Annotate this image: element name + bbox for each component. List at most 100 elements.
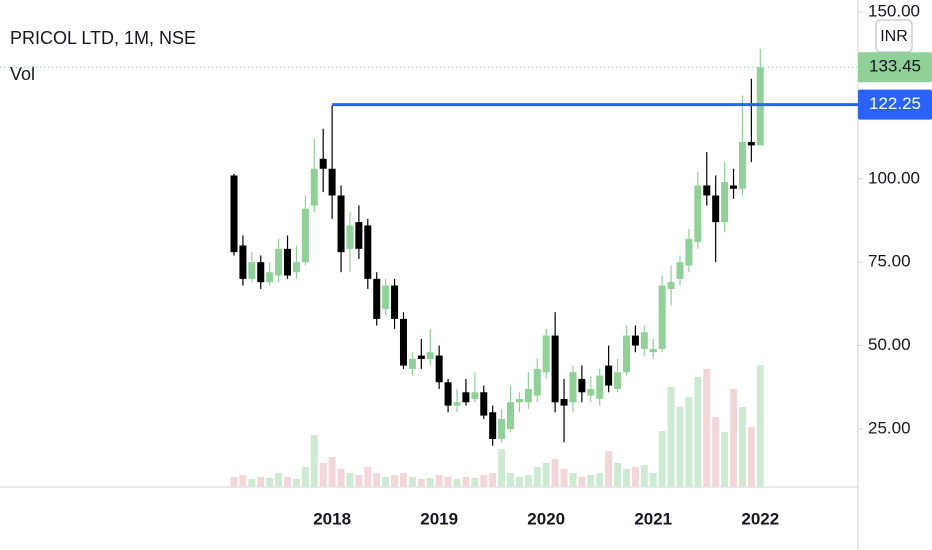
candle-body — [391, 285, 399, 319]
horizontal-line-tag — [858, 89, 932, 120]
volume-bar — [747, 427, 755, 487]
candle-body — [667, 282, 675, 289]
candle-body — [694, 185, 702, 243]
candle-body — [658, 285, 666, 349]
volume-bar — [694, 377, 702, 487]
candle-body — [542, 335, 550, 373]
volume-bar — [257, 477, 265, 487]
volume-bar — [408, 477, 416, 487]
volume-bar — [721, 432, 729, 487]
x-tick-label: 2019 — [420, 509, 458, 528]
volume-bar — [622, 469, 630, 487]
volume-bar — [667, 387, 675, 487]
volume-bar — [266, 478, 274, 487]
volume-bar — [301, 467, 309, 487]
currency-label: INR — [880, 28, 908, 45]
volume-bar — [578, 477, 586, 487]
volume-bar — [515, 477, 523, 487]
candle-body — [703, 185, 711, 196]
volume-bar — [435, 475, 443, 487]
candle-body — [382, 285, 390, 309]
y-tick-label: 75.00 — [868, 252, 911, 271]
volume-bar — [346, 473, 354, 487]
candle-body — [337, 195, 345, 253]
candle-body — [248, 262, 256, 279]
candle-body — [605, 365, 613, 386]
candle-body — [301, 208, 309, 263]
volume-bar — [239, 475, 247, 487]
volume-bar — [230, 477, 238, 487]
candle-body — [569, 372, 577, 403]
volume-bar — [275, 473, 283, 487]
candle-body — [507, 402, 515, 429]
volume-bar — [756, 365, 764, 487]
volume-bar — [337, 469, 345, 487]
candle-body — [462, 392, 470, 403]
volume-bar — [631, 467, 639, 487]
candle-body — [346, 225, 354, 249]
candle-body — [676, 262, 684, 279]
volume-bar — [560, 469, 568, 487]
volume-bar — [471, 478, 479, 487]
candle-body — [533, 368, 541, 396]
candle-body — [587, 388, 595, 396]
x-tick-label: 2021 — [634, 509, 672, 528]
y-tick-label: 50.00 — [868, 335, 911, 354]
candle-body — [471, 392, 479, 399]
candle-body — [417, 355, 425, 359]
volume-bar — [658, 431, 666, 487]
volume-bar — [328, 457, 336, 487]
volume-bar — [364, 467, 372, 487]
candle-body — [239, 245, 247, 279]
volume-bar — [605, 451, 613, 487]
last-price-tag — [858, 52, 932, 83]
candle-body — [266, 272, 274, 283]
volume-label: Vol — [10, 64, 35, 84]
volume-bar — [730, 389, 738, 487]
volume-bar — [417, 479, 425, 487]
x-tick-label: 2020 — [527, 509, 565, 528]
volume-bar — [462, 477, 470, 487]
volume-bar — [399, 473, 407, 487]
candle-body — [399, 318, 407, 366]
chart-title: PRICOL LTD, 1M, NSE — [10, 28, 196, 48]
candle-body — [453, 402, 461, 406]
last-price-label: 133.45 — [869, 57, 921, 76]
y-tick-label: 150.00 — [868, 1, 920, 20]
candle-body — [355, 222, 363, 249]
candle-body — [640, 332, 648, 349]
volume-bar — [569, 473, 577, 487]
candle-body — [310, 168, 318, 206]
candle-body — [738, 142, 746, 189]
volume-bar — [382, 477, 390, 487]
candle-body — [319, 158, 327, 169]
candle-body — [712, 195, 720, 223]
x-tick-label: 2018 — [313, 509, 351, 528]
volume-bar — [640, 465, 648, 487]
candle-body — [292, 262, 300, 273]
volume-bar — [355, 475, 363, 487]
volume-bar — [614, 463, 622, 487]
y-tick-label: 25.00 — [868, 418, 911, 437]
candle-body — [328, 168, 336, 196]
volume-bar — [649, 473, 657, 487]
volume-bar — [685, 397, 693, 487]
volume-bar — [507, 473, 515, 487]
volume-bar — [498, 449, 506, 487]
volume-bar — [444, 477, 452, 487]
volume-bar — [489, 473, 497, 487]
volume-bar — [703, 369, 711, 487]
candle-body — [649, 348, 657, 353]
candle-body — [747, 142, 755, 146]
candle-body — [489, 412, 497, 439]
candle-body — [284, 248, 292, 276]
candle-body — [480, 392, 488, 416]
volume-bar — [676, 407, 684, 487]
candle-body — [578, 378, 586, 393]
candle-body — [756, 67, 764, 146]
candle-body — [435, 355, 443, 383]
candle-body — [721, 182, 729, 223]
candle-body — [230, 175, 238, 253]
volume-bar — [391, 475, 399, 487]
